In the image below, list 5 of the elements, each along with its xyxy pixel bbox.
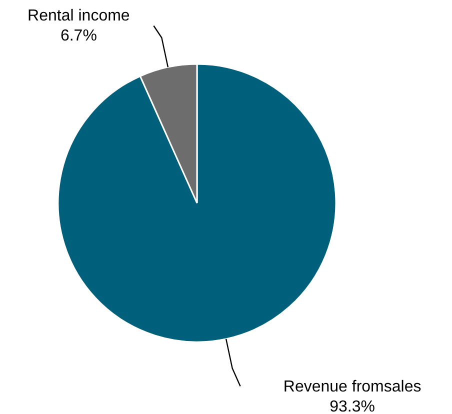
data-label: 6.7% (60, 28, 97, 45)
slice-label: Revenue fromsales (283, 378, 422, 396)
pie-slice (57, 63, 337, 343)
data-label: 93.3% (330, 398, 375, 414)
slice-label: Rental income (28, 8, 130, 25)
